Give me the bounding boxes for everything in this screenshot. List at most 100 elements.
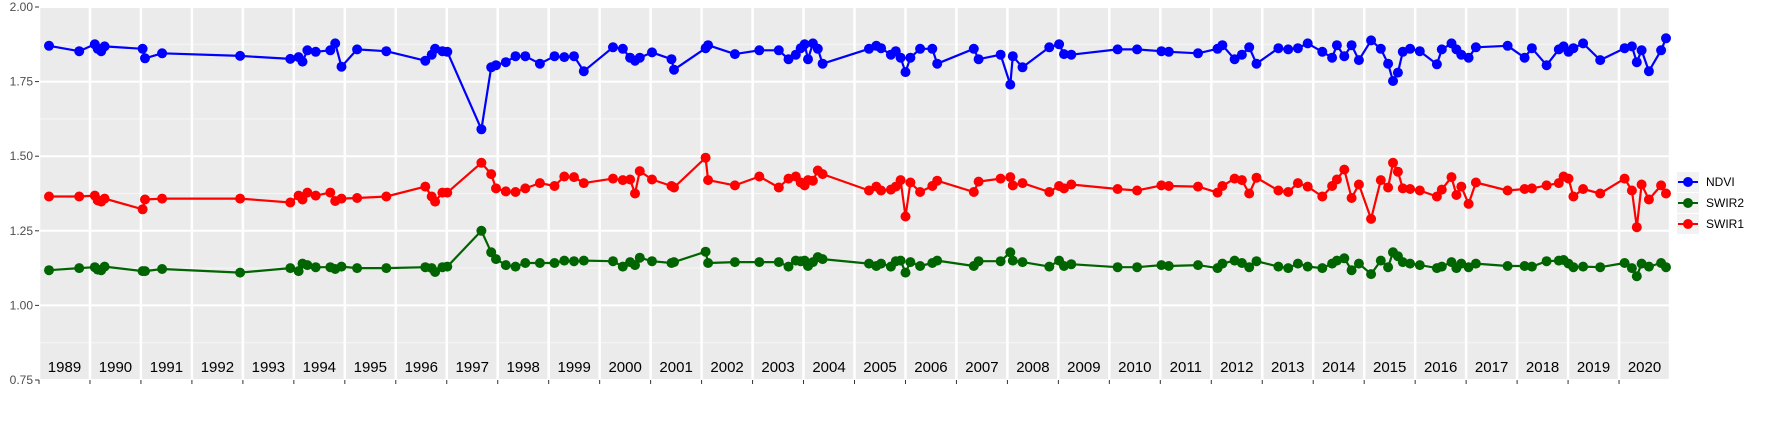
data-point — [1317, 263, 1328, 274]
data-point — [1383, 262, 1394, 273]
data-point — [1217, 40, 1228, 51]
data-point — [1626, 185, 1637, 196]
data-point — [297, 56, 308, 67]
data-point — [1251, 172, 1262, 183]
year-label: 2013 — [1271, 359, 1304, 376]
data-point — [1283, 44, 1294, 55]
data-point — [729, 257, 740, 268]
data-point — [1112, 44, 1123, 55]
data-point — [1317, 191, 1328, 202]
data-point — [1273, 43, 1284, 54]
data-point — [1005, 79, 1016, 90]
data-point — [729, 180, 740, 191]
data-point — [617, 175, 628, 186]
data-point — [1339, 253, 1350, 264]
year-label: 2011 — [1170, 359, 1202, 376]
data-point — [74, 263, 85, 274]
data-point — [817, 169, 828, 180]
data-point — [310, 262, 321, 273]
data-point — [634, 166, 645, 177]
year-label: 2010 — [1118, 359, 1151, 376]
data-point — [549, 51, 560, 62]
data-point — [1017, 178, 1028, 189]
data-point — [995, 49, 1006, 60]
data-point — [754, 171, 765, 182]
data-point — [442, 261, 453, 272]
data-point — [803, 54, 813, 65]
data-point — [1244, 42, 1255, 53]
data-point — [1502, 261, 1513, 271]
data-point — [1005, 247, 1016, 258]
series-swir2 — [44, 225, 1671, 282]
data-point — [1414, 260, 1425, 271]
data-point — [1217, 258, 1228, 269]
data-point — [1302, 261, 1313, 272]
data-point — [1405, 184, 1416, 194]
data-point — [1405, 43, 1416, 54]
data-point — [666, 54, 677, 65]
data-point — [1236, 258, 1247, 268]
y-axis: 0.75 1.00 1.25 1.50 1.75 2.00 — [10, 0, 39, 387]
data-point — [1236, 49, 1247, 60]
data-point — [1519, 52, 1530, 63]
data-point — [1007, 180, 1018, 191]
year-label: 2004 — [812, 359, 845, 376]
year-label: 2019 — [1577, 359, 1610, 376]
data-point — [1244, 188, 1255, 199]
data-point — [430, 196, 441, 207]
year-labels: 1989 1990 1991 1992 1993 1994 1995 1996 1997 1998… — [38, 359, 1661, 384]
data-point — [1193, 181, 1203, 192]
data-point — [1156, 46, 1167, 57]
data-point — [1470, 177, 1481, 188]
data-point — [336, 193, 347, 204]
data-point — [352, 263, 363, 274]
data-point — [578, 178, 589, 189]
data-point — [1578, 38, 1589, 49]
data-point — [510, 187, 521, 197]
data-point — [1059, 183, 1069, 194]
data-point — [1578, 184, 1589, 194]
data-point — [1163, 261, 1174, 271]
year-label: 2016 — [1424, 359, 1457, 376]
data-point — [1502, 185, 1513, 196]
data-point — [569, 256, 579, 267]
data-point — [1044, 42, 1055, 53]
data-point — [1405, 258, 1416, 269]
data-point — [1436, 44, 1447, 55]
data-point — [876, 43, 887, 54]
data-point — [302, 187, 313, 198]
data-point — [817, 58, 828, 69]
data-point — [1568, 191, 1579, 202]
data-point — [302, 45, 313, 56]
data-point — [932, 175, 943, 186]
year-label: 2008 — [1016, 359, 1049, 376]
data-point — [1631, 222, 1642, 233]
data-point — [1626, 41, 1637, 52]
data-point — [1470, 258, 1481, 269]
data-point — [968, 43, 979, 54]
data-point — [634, 52, 645, 63]
data-point — [729, 49, 740, 60]
data-point — [140, 194, 150, 205]
data-point — [285, 197, 296, 208]
data-point — [773, 45, 784, 56]
data-point — [1397, 183, 1408, 194]
data-point — [430, 267, 441, 277]
data-point — [534, 258, 545, 268]
legend-key-point — [1683, 177, 1693, 187]
data-point — [1375, 175, 1386, 186]
data-point — [442, 187, 453, 198]
data-point — [927, 43, 938, 54]
data-point — [773, 182, 784, 193]
data-point — [1631, 271, 1642, 282]
data-point — [420, 181, 431, 192]
data-point — [1292, 43, 1303, 54]
data-point — [302, 260, 313, 271]
data-point — [915, 261, 926, 271]
y-tick-label: 0.75 — [10, 373, 34, 387]
data-point — [442, 46, 453, 57]
legend: NDVI SWIR2 SWIR1 — [1677, 172, 1744, 234]
data-point — [900, 67, 911, 78]
data-point — [876, 258, 887, 269]
data-point — [1661, 188, 1671, 199]
